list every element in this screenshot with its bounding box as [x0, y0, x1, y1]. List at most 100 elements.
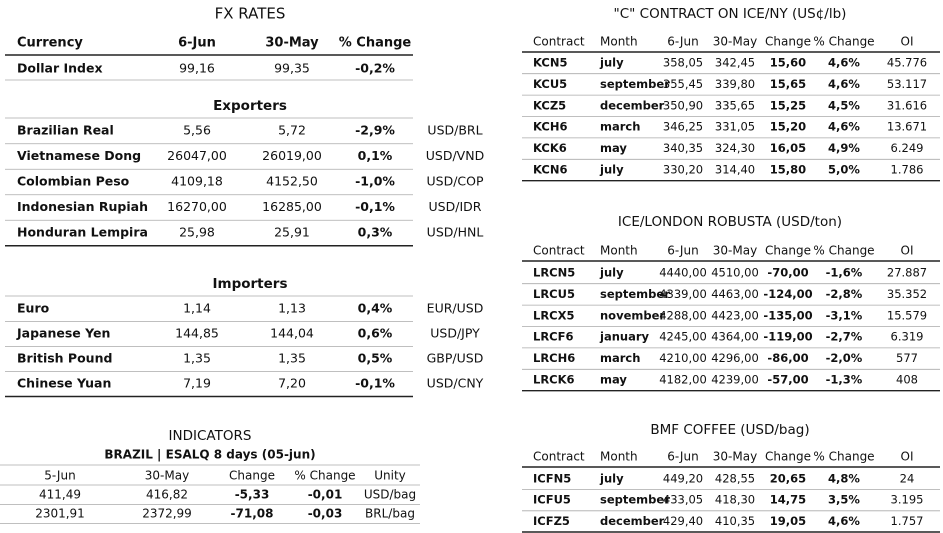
- cell: 16285,00: [262, 199, 322, 214]
- cell: -119,00: [763, 330, 812, 344]
- cell: -1,0%: [355, 174, 395, 189]
- section-subtitle: BRAZIL | ESALQ 8 days (05-jun): [104, 448, 315, 462]
- cell: -1,3%: [826, 373, 863, 387]
- cell: 4510,00: [711, 266, 759, 280]
- cell: july: [599, 472, 624, 486]
- cell: 4109,18: [171, 174, 223, 189]
- contract-code: KCH6: [533, 120, 567, 134]
- cell: 1.757: [891, 514, 924, 528]
- cell: 416,82: [146, 488, 188, 502]
- cell: 4,6%: [828, 56, 860, 70]
- column-header: Change: [765, 450, 811, 464]
- cell: 15,25: [770, 98, 806, 112]
- column-header: 6-Jun: [667, 35, 698, 49]
- cell: 1,35: [278, 351, 306, 366]
- cell: -124,00: [763, 287, 812, 301]
- cell: 4,6%: [828, 514, 860, 528]
- cell: 4296,00: [711, 351, 759, 365]
- cell: march: [600, 351, 640, 365]
- cell: 355,45: [663, 77, 703, 91]
- cell: 144,04: [270, 326, 314, 341]
- cell: 342,45: [715, 56, 755, 70]
- column-header: % Change: [294, 469, 355, 483]
- cell: 4288,00: [659, 308, 707, 322]
- cell: 428,55: [715, 472, 755, 486]
- cell: 433,05: [663, 493, 703, 507]
- contract-code: LRCF6: [533, 330, 573, 344]
- cell: 324,30: [715, 141, 755, 155]
- cell: 6.249: [891, 141, 924, 155]
- column-header: Month: [600, 244, 638, 258]
- cell: USD/HNL: [427, 225, 484, 240]
- cell: 14,75: [770, 493, 806, 507]
- cell: 26019,00: [262, 148, 322, 163]
- cell: 35.352: [887, 287, 927, 301]
- column-header: OI: [901, 450, 914, 464]
- cell: 26047,00: [167, 148, 227, 163]
- contract-code: KCZ5: [533, 98, 566, 112]
- row-label: Indonesian Rupiah: [17, 199, 148, 214]
- cell: may: [600, 373, 627, 387]
- cell: 4,6%: [828, 77, 860, 91]
- cell: 1,35: [183, 351, 211, 366]
- row-label: Japanese Yen: [16, 326, 110, 341]
- row-label: Euro: [17, 301, 50, 316]
- cell: 4,8%: [828, 472, 860, 486]
- cell: 2372,99: [142, 507, 192, 521]
- cell: GBP/USD: [427, 351, 484, 366]
- column-header: Change: [765, 35, 811, 49]
- row-label: Colombian Peso: [17, 174, 130, 189]
- cell: -86,00: [767, 351, 808, 365]
- cell: july: [599, 56, 624, 70]
- cell: 577: [896, 351, 918, 365]
- column-header: % Change: [813, 244, 874, 258]
- cell: USD/BRL: [427, 123, 482, 138]
- contract-code: LRCH6: [533, 351, 575, 365]
- cell: may: [600, 141, 627, 155]
- cell: 4339,00: [659, 287, 707, 301]
- contract-code: KCK6: [533, 141, 567, 155]
- column-header: OI: [901, 35, 914, 49]
- cell: 0,5%: [358, 351, 393, 366]
- cell: -57,00: [767, 373, 808, 387]
- cell: USD/JPY: [430, 326, 480, 341]
- cell: -0,01: [308, 488, 343, 502]
- row-label: Dollar Index: [17, 61, 103, 76]
- column-header: 30-May: [145, 469, 189, 483]
- group-title: Exporters: [213, 98, 287, 114]
- column-header: Contract: [533, 35, 585, 49]
- cell: -71,08: [231, 507, 274, 521]
- section-title: INDICATORS: [169, 428, 252, 444]
- row-label: Chinese Yuan: [17, 376, 111, 391]
- contract-code: ICFU5: [533, 493, 571, 507]
- cell: 314,40: [715, 163, 755, 177]
- cell: 418,30: [715, 493, 755, 507]
- contract-code: ICFZ5: [533, 514, 570, 528]
- section-title: "C" CONTRACT ON ICE/NY (US¢/lb): [614, 6, 847, 22]
- cell: 4182,00: [659, 373, 707, 387]
- cell: -0,2%: [355, 61, 395, 76]
- cell: 7,19: [183, 376, 211, 391]
- cell: 19,05: [770, 514, 806, 528]
- cell: july: [599, 266, 624, 280]
- column-header: Change: [229, 469, 275, 483]
- cell: -70,00: [767, 266, 808, 280]
- cell: -5,33: [235, 488, 270, 502]
- column-header: 30-May: [713, 244, 757, 258]
- column-header: 30-May: [713, 450, 757, 464]
- contract-code: KCU5: [533, 77, 567, 91]
- cell: 408: [896, 373, 918, 387]
- section-title: BMF COFFEE (USD/bag): [650, 422, 809, 438]
- cell: -2,8%: [826, 287, 863, 301]
- cell: 5,72: [278, 123, 306, 138]
- contract-code: KCN5: [533, 56, 567, 70]
- contract-code: KCN6: [533, 163, 567, 177]
- row-label: Honduran Lempira: [17, 225, 148, 240]
- cell: 4440,00: [659, 266, 707, 280]
- column-header: Month: [600, 35, 638, 49]
- cell: -2,7%: [826, 330, 863, 344]
- cell: july: [599, 163, 624, 177]
- cell: september: [600, 287, 670, 301]
- column-header: Month: [600, 450, 638, 464]
